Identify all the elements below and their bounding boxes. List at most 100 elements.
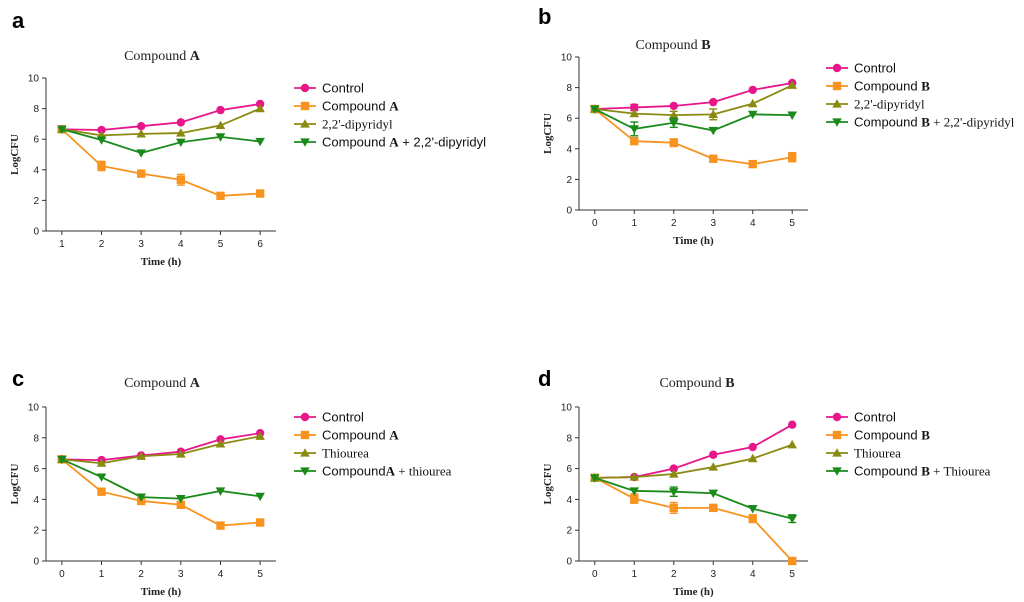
series-0 (590, 78, 797, 114)
data-point (57, 455, 67, 465)
legend-text-part: B (921, 464, 930, 479)
legend-text-part: Compound (322, 135, 389, 150)
x-tick-label: 4 (750, 218, 756, 229)
data-point (176, 495, 186, 504)
x-tick-label: 0 (59, 569, 65, 580)
y-tick-label: 2 (566, 526, 572, 537)
legend-marker (832, 467, 842, 476)
data-point (97, 487, 106, 496)
legend-text-part: Compound (854, 464, 921, 479)
legend-text-part: Compound (322, 428, 389, 443)
y-axis-label: LogCFU (9, 134, 21, 175)
x-tick-label: 6 (257, 239, 263, 250)
data-point (669, 464, 678, 473)
x-axis-label: Time (h) (673, 586, 714, 598)
data-point (255, 518, 265, 527)
x-tick-label: 3 (710, 218, 716, 229)
data-point (629, 125, 640, 134)
data-point (96, 458, 107, 467)
legend-marker (300, 138, 310, 147)
data-point (589, 105, 600, 114)
series-line (594, 108, 793, 166)
data-point (176, 175, 186, 184)
chart-panel-d: d Compound B 0 2 4 6 8 10 0 1 2 3 4 5 Time (h) LogCFU Co… (538, 366, 991, 598)
data-point (787, 111, 798, 120)
data-point (787, 515, 798, 524)
legend-entry: Compound B (854, 428, 930, 443)
data-point (629, 472, 640, 481)
chart-title: Compound B (635, 38, 710, 53)
x-tick-label: 0 (592, 569, 598, 580)
legend-marker (300, 430, 310, 440)
y-axis-label: LogCFU (9, 463, 21, 504)
legend-text-part: B (921, 79, 930, 94)
legend-marker (832, 63, 842, 73)
data-point (668, 119, 679, 128)
chart-title-text: Compound (124, 376, 190, 391)
chart-title: Compound A (124, 49, 201, 64)
series-line (61, 458, 261, 527)
legend-marker (832, 430, 842, 440)
legend-text-part: A (389, 428, 399, 443)
legend: Control Compound B Thiourea Compound B + Th… (826, 410, 991, 479)
series-2 (589, 439, 798, 482)
legend-entry: Control (322, 81, 364, 96)
data-point (709, 503, 718, 513)
y-tick-label: 4 (33, 165, 39, 176)
data-point (215, 439, 226, 448)
data-point (629, 108, 640, 118)
legend-text-part: Control (854, 410, 896, 425)
series-0 (57, 99, 265, 135)
legend-marker (832, 448, 842, 457)
data-point (255, 103, 265, 113)
legend-text-part: A (389, 135, 399, 150)
series-line (594, 82, 793, 110)
y-tick-label: 6 (566, 464, 572, 475)
data-point (708, 109, 719, 118)
data-point (788, 153, 797, 162)
y-tick-label: 6 (566, 114, 572, 125)
data-point (669, 503, 678, 513)
chart-title-text: Compound (659, 376, 725, 391)
y-tick-label: 10 (561, 53, 573, 64)
legend: Control Compound A 2,2'-dipyridyl Compound … (294, 81, 486, 150)
x-tick-label: 1 (631, 569, 637, 580)
legend-entry: Thiourea (322, 446, 369, 461)
series-line (61, 458, 261, 500)
legend-text-part: Compound (854, 428, 921, 443)
data-point (630, 103, 639, 112)
legend-marker (300, 467, 310, 476)
data-point (215, 487, 226, 496)
y-tick-label: 0 (566, 206, 572, 217)
data-point (668, 488, 679, 497)
x-tick-label: 5 (257, 569, 263, 580)
data-point (136, 149, 146, 158)
series-line (61, 107, 261, 137)
x-tick-label: 5 (789, 569, 795, 580)
data-point (748, 159, 757, 169)
y-tick-label: 0 (33, 557, 39, 568)
data-point (787, 80, 798, 89)
legend-marker (300, 83, 310, 93)
data-point (669, 138, 678, 147)
data-point (668, 469, 679, 478)
series-2 (57, 103, 265, 139)
chart-title-compound: B (725, 376, 734, 391)
legend-text-part: 2,2'-dipyridyl (322, 117, 393, 132)
data-point (96, 136, 107, 145)
chart-title: Compound A (124, 376, 201, 391)
y-tick-label: 10 (561, 403, 573, 414)
x-tick-label: 2 (138, 569, 144, 580)
data-point (136, 169, 146, 178)
y-tick-label: 0 (566, 557, 572, 568)
y-tick-label: 4 (566, 144, 572, 155)
data-point (747, 505, 758, 514)
legend-text-part: A (386, 464, 396, 479)
data-point (216, 105, 225, 115)
data-point (57, 125, 67, 135)
legend-entry: Compound B (854, 79, 930, 94)
data-point (96, 473, 107, 482)
legend-entry: Control (854, 410, 896, 425)
data-point (708, 462, 719, 471)
x-axis-label: Time (h) (141, 586, 182, 598)
